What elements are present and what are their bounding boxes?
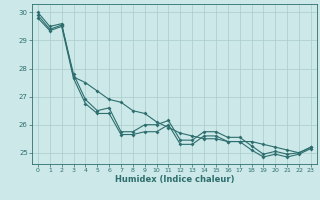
- X-axis label: Humidex (Indice chaleur): Humidex (Indice chaleur): [115, 175, 234, 184]
